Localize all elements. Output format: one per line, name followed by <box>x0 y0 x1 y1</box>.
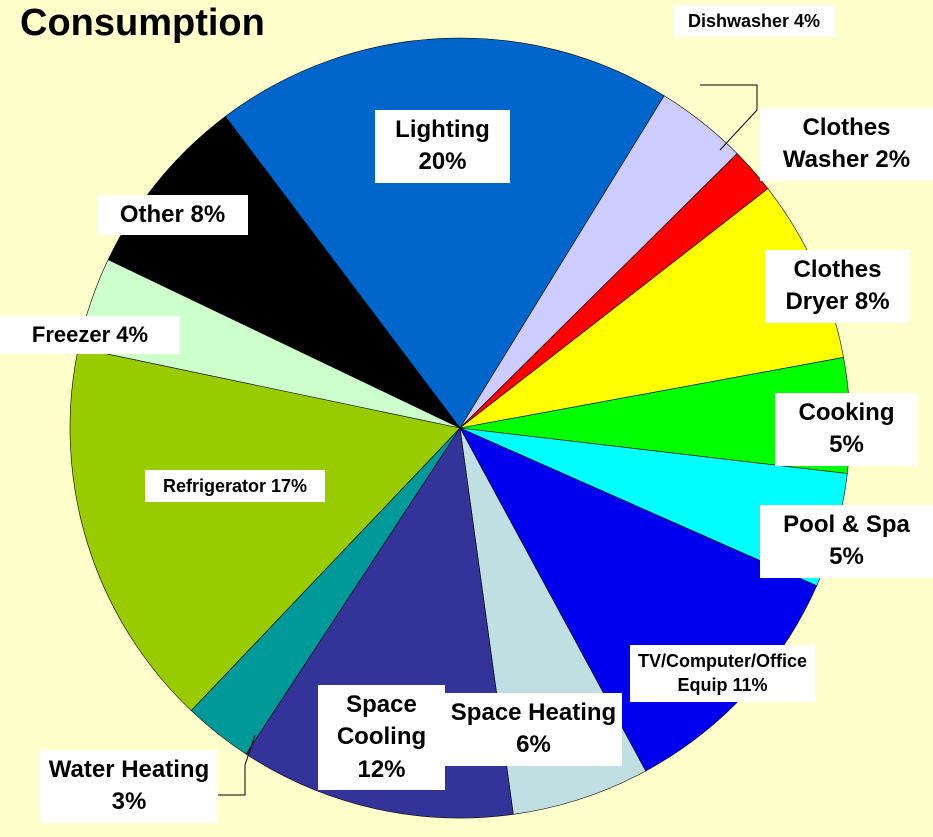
slice-label: Cooking 5% <box>775 393 918 466</box>
category-label: Pool & Spa <box>783 511 910 538</box>
slice-label: Water Heating 3% <box>40 750 218 823</box>
category-label: Lighting <box>395 116 490 143</box>
value-label: 2% <box>875 146 911 174</box>
category-label: Dishwasher <box>687 11 789 31</box>
slice-label: Clothes Dryer 8% <box>765 250 910 323</box>
value-label: 5% <box>829 543 864 571</box>
slice-label: Space Heating 6% <box>445 693 622 766</box>
leader-line <box>218 734 256 796</box>
value-label: 17% <box>271 476 308 496</box>
value-label: 5% <box>829 431 864 459</box>
value-label: 11% <box>732 675 768 696</box>
value-label: 4% <box>116 322 149 347</box>
category-label: Water Heating <box>48 756 210 783</box>
slice-label: Clothes Washer 2% <box>760 108 933 181</box>
slice-label: Pool & Spa 5% <box>760 505 933 578</box>
slice-label: Other 8% <box>97 195 248 236</box>
pie-slice <box>224 37 665 429</box>
slice-label: Space Cooling 12% <box>318 685 445 791</box>
pie-slice <box>107 116 461 429</box>
category-label: TV/Computer/Office Equip <box>637 651 807 696</box>
leader-line <box>700 84 758 151</box>
slice-label: Freezer 4% <box>0 316 180 354</box>
category-label: Clothes Dryer <box>785 256 882 316</box>
slice-label: TV/Computer/Office Equip 11% <box>630 645 815 702</box>
slice-label: Refrigerator 17% <box>145 470 325 503</box>
category-label: Other <box>119 201 184 228</box>
category-label: Cooking <box>798 399 895 426</box>
value-label: 3% <box>111 788 147 816</box>
value-label: 20% <box>418 148 467 176</box>
slice-label: Lighting 20% <box>375 110 510 183</box>
value-label: 8% <box>854 288 890 316</box>
category-label: Refrigerator <box>162 476 266 496</box>
slice-label: Dishwasher 4% <box>673 5 835 38</box>
value-label: 4% <box>794 11 821 31</box>
category-label: Freezer <box>31 322 111 347</box>
value-label: 12% <box>357 755 406 783</box>
value-label: 6% <box>516 731 551 759</box>
pie-slice <box>69 347 461 711</box>
category-label: Space Heating <box>450 699 617 726</box>
category-label: Clothes Washer <box>782 114 891 174</box>
category-label: Space Cooling <box>336 691 427 751</box>
value-label: 8% <box>190 201 226 228</box>
chart-title: Consumption <box>20 2 265 44</box>
